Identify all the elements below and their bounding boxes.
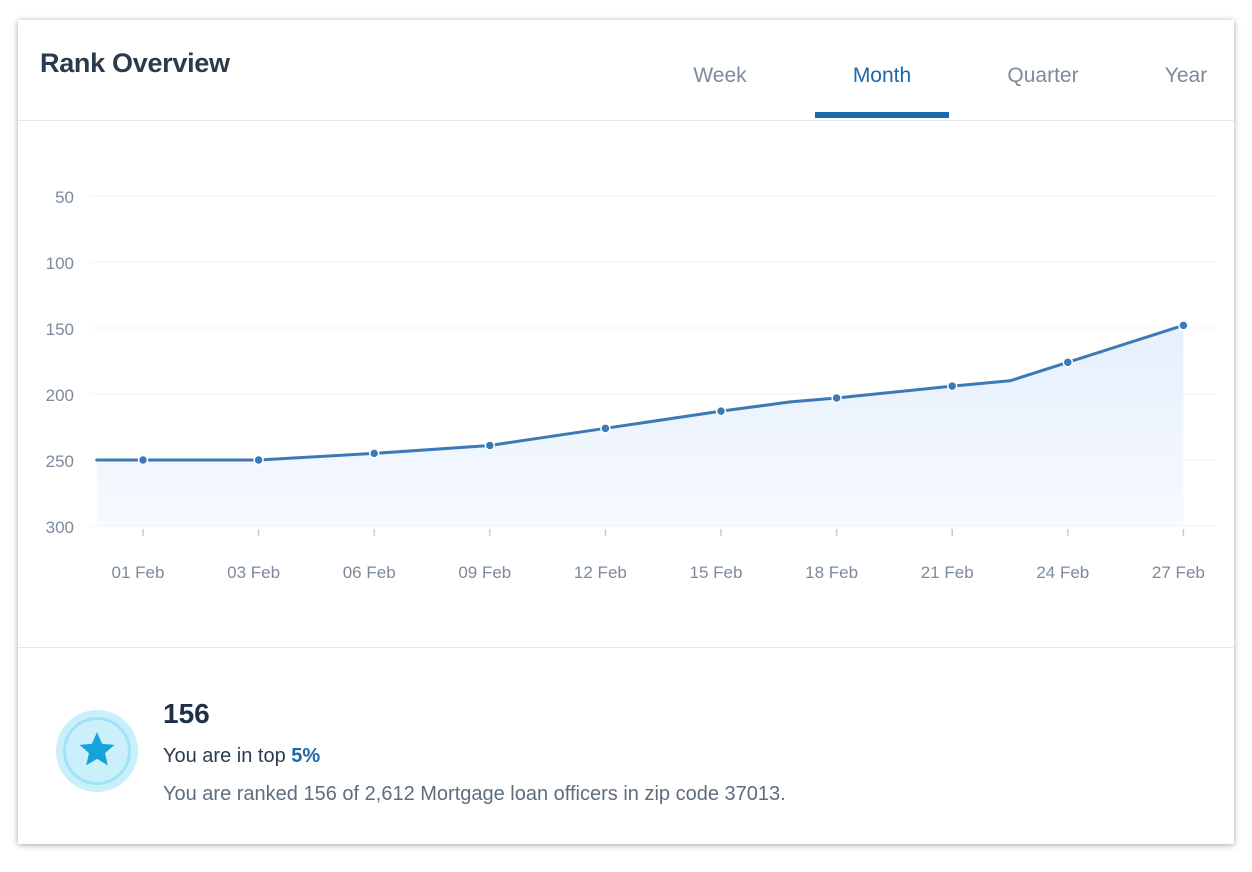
x-tick-label: 21 Feb xyxy=(921,563,974,582)
top-percent-value: 5% xyxy=(291,745,321,767)
data-point xyxy=(715,405,727,417)
section-divider xyxy=(18,647,1234,648)
rank-badge xyxy=(56,710,138,792)
tab-year[interactable]: Year xyxy=(1164,64,1208,87)
y-tick-label: 100 xyxy=(46,254,74,273)
data-point xyxy=(253,454,264,466)
x-tick-label: 18 Feb xyxy=(805,563,858,582)
tab-quarter[interactable]: Quarter xyxy=(1007,64,1079,87)
x-tick-label: 09 Feb xyxy=(458,563,511,582)
data-point xyxy=(600,423,611,434)
top-percent-prefix: You are in top xyxy=(163,745,292,767)
y-tick-label: 300 xyxy=(46,518,74,537)
series-area-fill xyxy=(96,325,1184,526)
tab-week[interactable]: Week xyxy=(693,64,747,87)
data-point xyxy=(946,380,958,392)
x-tick-label: 27 Feb xyxy=(1152,563,1205,582)
top-percent-line: You are in top 5% xyxy=(163,745,320,768)
star-icon xyxy=(79,732,115,766)
x-tick-label: 06 Feb xyxy=(343,563,396,582)
x-tick-label: 01 Feb xyxy=(112,563,165,582)
x-tick-label: 03 Feb xyxy=(227,563,280,582)
x-tick-label: 24 Feb xyxy=(1036,563,1089,582)
data-point xyxy=(1062,357,1074,368)
x-tick-label: 15 Feb xyxy=(690,563,743,582)
y-tick-label: 50 xyxy=(55,188,74,207)
tab-month[interactable]: Month xyxy=(852,64,912,87)
data-point xyxy=(831,392,842,404)
data-point xyxy=(368,448,380,459)
data-point xyxy=(484,440,496,451)
card-title: Rank Overview xyxy=(40,48,230,78)
data-point xyxy=(1178,320,1189,331)
y-tick-label: 150 xyxy=(46,320,74,339)
rank-description: You are ranked 156 of 2,612 Mortgage loa… xyxy=(163,783,786,805)
x-tick-label: 12 Feb xyxy=(574,563,627,582)
active-tab-indicator xyxy=(815,112,949,118)
rank-value: 156 xyxy=(163,698,210,729)
y-tick-label: 200 xyxy=(46,386,74,405)
y-tick-label: 250 xyxy=(46,452,74,471)
rank-chart: 50 100 150 200 250 300 01 Feb 03 Feb 06 Feb 09 F… xyxy=(46,188,1216,582)
card-header: Rank Overview Week Month Quarter Year xyxy=(18,20,1234,121)
data-point xyxy=(137,454,149,466)
rank-overview-card: Rank Overview Week Month Quarter Year 50… xyxy=(18,20,1234,844)
